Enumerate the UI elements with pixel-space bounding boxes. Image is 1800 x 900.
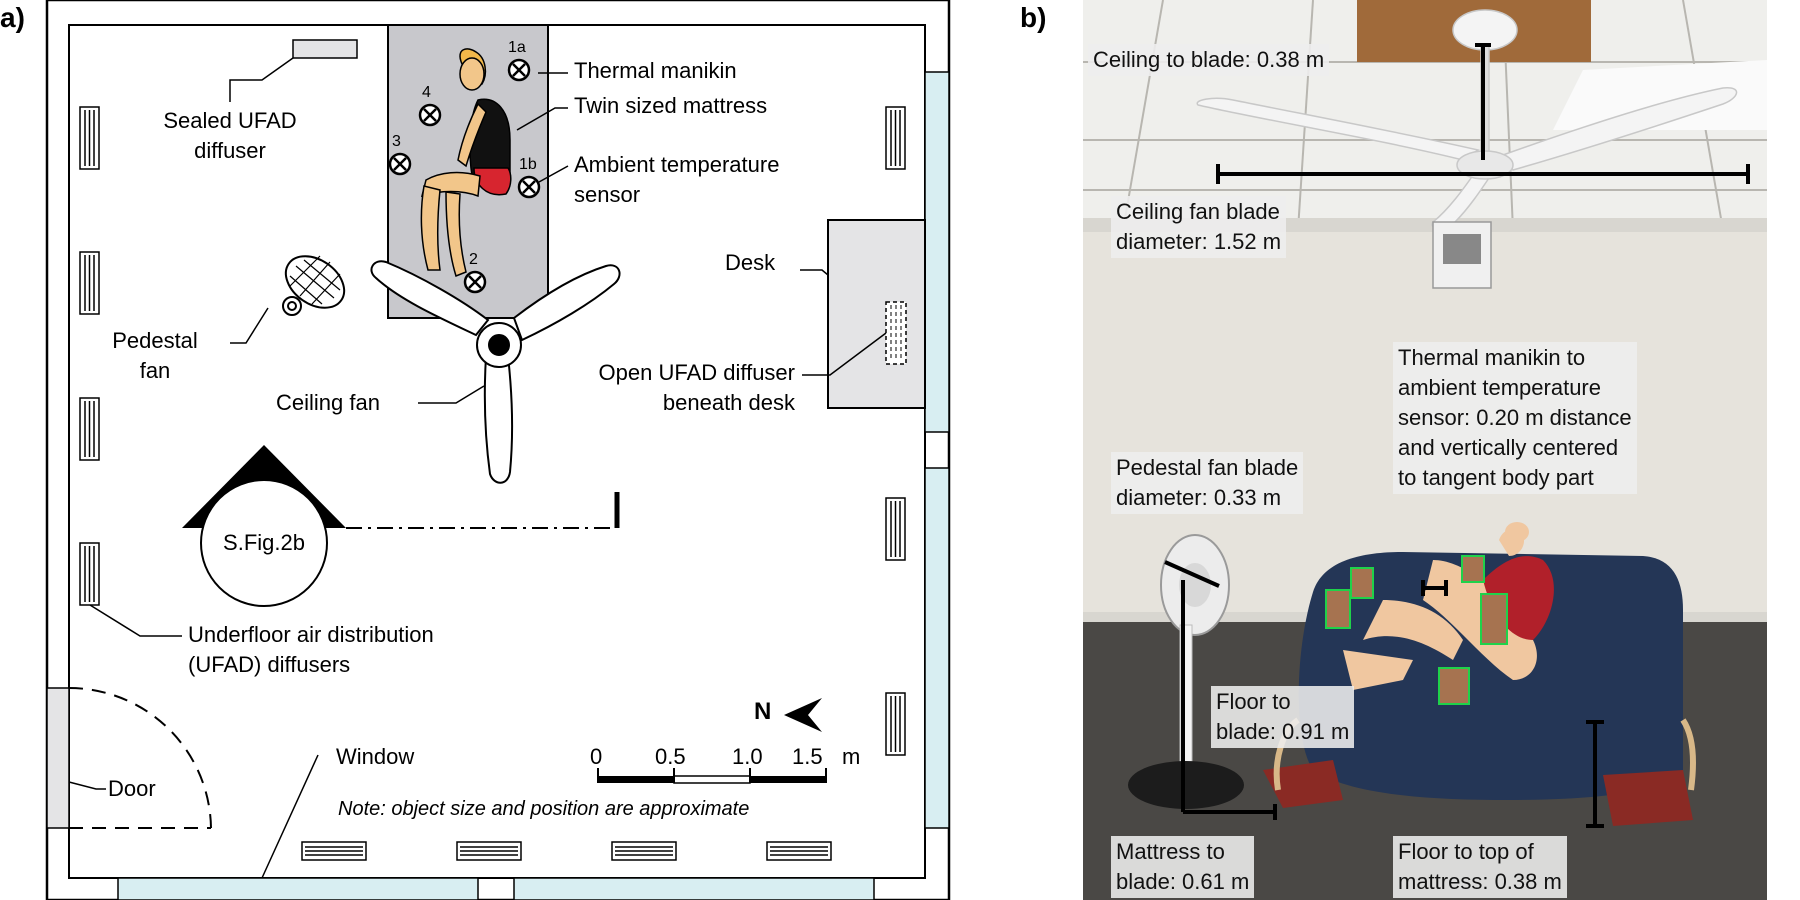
label-door: Door [108,776,156,801]
ceiling-light [1553,60,1767,130]
door-swing-arc [68,687,212,829]
sensor-3 [388,152,412,176]
scale-tick-0: 0 [590,744,603,769]
sensor-label-1a: 1a [508,39,526,56]
label-twin-mattress: Twin sized mattress [574,93,768,118]
scale-tick-05: 0.5 [655,744,686,769]
label-pedestal-fan: Pedestal fan [112,328,198,383]
window-bottom-right [513,877,875,900]
outer-wall [45,0,951,900]
floor-plan-diagram [45,0,951,900]
section-marker [182,445,620,607]
wall-vent-grille [1443,234,1481,264]
sensor-label-4: 4 [422,84,431,101]
scale-tick-10: 1.0 [732,744,763,769]
photo-measurement-lines [1164,43,1750,828]
sensor-2 [463,270,487,294]
pedestal-fan [282,255,346,316]
open-diffuser [885,301,907,365]
sensor-1a [507,58,531,82]
north-arrow [784,698,822,732]
label-ufad-diffusers: Underfloor air distribution (UFAD) diffus… [188,622,434,677]
ufad-diffusers-bottom [301,841,832,861]
panel-b-label: b) [1020,2,1047,33]
sensor-label-2: 2 [469,251,478,268]
label-thermal-manikin: Thermal manikin [574,58,737,83]
scale-bar [597,768,827,784]
sealed-diffuser [292,39,358,59]
label-open-diffuser: Open UFAD diffuser beneath desk [598,360,795,415]
annotation-fan-diameter: Ceiling fan blade diameter: 1.52 m [1111,196,1287,258]
photo-sensors [1325,555,1508,705]
window-right-upper [924,71,950,433]
annotation-floor-to-blade: Floor to blade: 0.91 m [1211,686,1355,748]
sensor-1b [517,175,541,199]
scale-unit: m [842,744,861,769]
sensor-label-3: 3 [392,133,401,150]
ufad-diffusers-right [885,106,906,756]
label-desk: Desk [725,250,776,275]
panel-a-label: a) [0,2,25,33]
desk [827,219,926,409]
thermal-manikin [420,48,512,277]
label-ambient-sensor: Ambient temperature sensor [574,152,780,207]
annotation-manikin-sensor: Thermal manikin to ambient temperature sen… [1393,342,1637,494]
ufad-diffusers-left [79,106,100,606]
scale-tick-15: 1.5 [792,744,823,769]
photo-manikin [1343,522,1554,690]
experimental-setup-photo: Ceiling to blade: 0.38 m Ceiling fan bla… [1083,0,1767,900]
label-window: Window [336,744,415,769]
window-bottom-left [117,877,479,900]
note-text: Note: object size and position are appro… [338,798,750,820]
north-label: N [754,698,772,725]
annotation-pedestal-diameter: Pedestal fan blade diameter: 0.33 m [1111,452,1304,514]
leader-lines [68,57,887,879]
ceiling-fan [370,260,621,484]
sensor-4 [418,103,442,127]
annotation-floor-to-mattress: Floor to top of mattress: 0.38 m [1393,836,1567,898]
label-sealed-diffuser: Sealed UFAD diffuser [163,108,297,163]
label-ceiling-fan: Ceiling fan [276,390,380,415]
sensor-label-1b: 1b [519,156,537,173]
label-sfig: S.Fig.2b [223,530,305,555]
annotation-mattress-to-blade: Mattress to blade: 0.61 m [1111,836,1255,898]
annotation-ceiling-to-blade: Ceiling to blade: 0.38 m [1088,44,1330,76]
window-right-lower [924,467,950,829]
door-panel [46,687,70,829]
